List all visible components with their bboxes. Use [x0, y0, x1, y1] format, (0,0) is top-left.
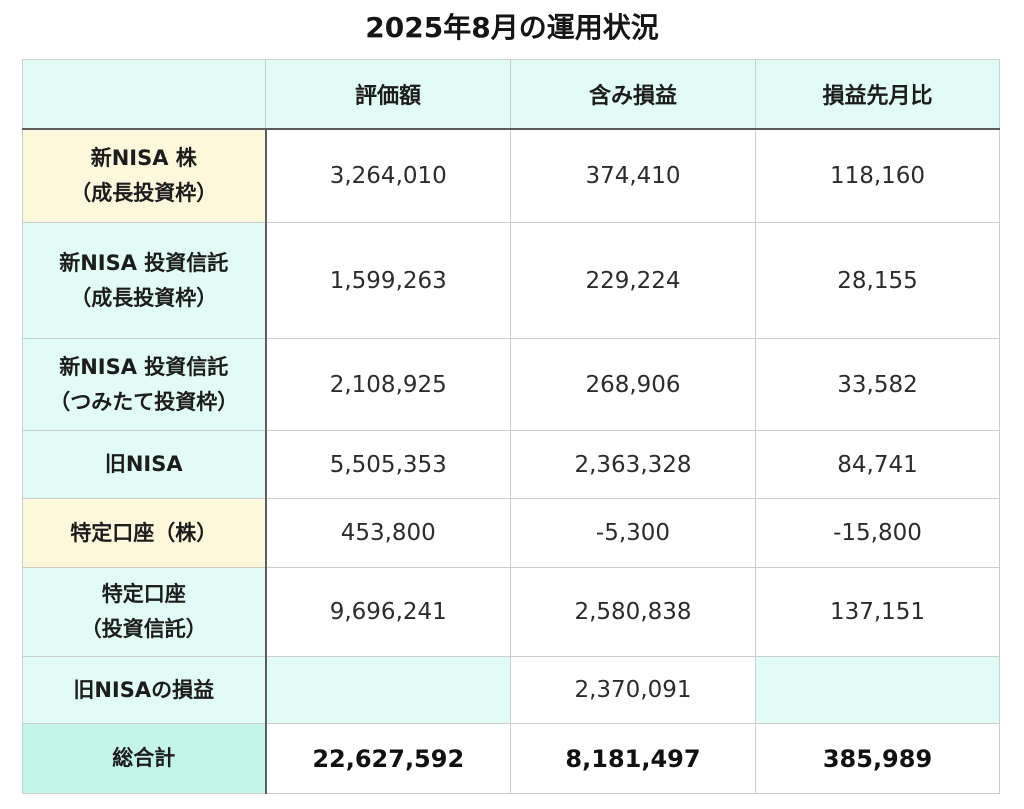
valuation-cell: 453,800 — [265, 498, 511, 568]
row-label-sub-line: （つみたて投資枠） — [49, 389, 239, 414]
new-nisa-fund-growth-row: 新NISA 投資信託 （成長投資枠） 1,599,263 229,224 28,… — [22, 222, 1000, 339]
valuation-cell: 1,599,263 — [265, 222, 511, 339]
unrealized-gain-cell: 374,410 — [510, 128, 756, 223]
row-label-line: 特定口座（株） — [70, 520, 218, 545]
row-label: 特定口座 （投資信託） — [22, 567, 267, 657]
row-label: 新NISA 投資信託 （つみたて投資枠） — [22, 338, 267, 431]
valuation-cell: 9,696,241 — [265, 567, 511, 657]
row-label: 新NISA 投資信託 （成長投資枠） — [22, 222, 267, 339]
total-valuation-cell: 22,627,592 — [265, 723, 511, 794]
row-label: 旧NISAの損益 — [22, 656, 267, 724]
monthly-change-cell: 118,160 — [755, 128, 1000, 223]
column-header-unrealized-gain: 含み損益 — [510, 59, 756, 130]
row-label: 特定口座（株） — [22, 498, 267, 568]
monthly-change-cell: 33,582 — [755, 338, 1000, 431]
monthly-change-cell: 28,155 — [755, 222, 1000, 339]
column-header-valuation: 評価額 — [265, 59, 511, 130]
unrealized-gain-cell: 229,224 — [510, 222, 756, 339]
unrealized-gain-cell: 2,580,838 — [510, 567, 756, 657]
unrealized-gain-cell: -5,300 — [510, 498, 756, 568]
row-label-line: 旧NISA — [104, 452, 183, 476]
row-label-line: 新NISA 投資信託 — [59, 354, 229, 379]
row-label: 総合計 — [22, 723, 267, 794]
row-label-line: 新NISA 投資信託 — [59, 250, 229, 275]
row-label: 旧NISA — [22, 430, 267, 499]
row-label-line: 新NISA 株 — [90, 145, 197, 170]
row-label-sub-line: （成長投資枠） — [70, 180, 218, 205]
row-label-sub-line: （投資信託） — [80, 617, 207, 641]
old-nisa-gain-row: 旧NISAの損益 2,370,091 — [22, 656, 1000, 724]
empty-cell — [755, 656, 1000, 724]
taxable-account-fund-row: 特定口座 （投資信託） 9,696,241 2,580,838 137,151 — [22, 567, 1000, 657]
empty-cell — [265, 656, 511, 724]
unrealized-gain-cell: 268,906 — [510, 338, 756, 431]
new-nisa-stock-row: 新NISA 株 （成長投資枠） 3,264,010 374,410 118,16… — [22, 128, 1000, 223]
valuation-cell: 3,264,010 — [265, 128, 511, 223]
monthly-change-cell: -15,800 — [755, 498, 1000, 568]
old-nisa-row: 旧NISA 5,505,353 2,363,328 84,741 — [22, 430, 1000, 499]
monthly-change-cell: 137,151 — [755, 567, 1000, 657]
total-unrealized-gain-cell: 8,181,497 — [510, 723, 756, 794]
grand-total-row: 総合計 22,627,592 8,181,497 385,989 — [22, 723, 1000, 794]
row-label-line: 特定口座 — [101, 582, 186, 606]
unrealized-gain-cell: 2,370,091 — [510, 656, 756, 724]
total-label: 総合計 — [112, 746, 176, 770]
page-title: 2025年8月の運用状況 — [365, 11, 659, 44]
unrealized-gain-cell: 2,363,328 — [510, 430, 756, 499]
valuation-cell: 2,108,925 — [265, 338, 511, 431]
valuation-cell: 5,505,353 — [265, 430, 511, 499]
new-nisa-fund-tsumitate-row: 新NISA 投資信託 （つみたて投資枠） 2,108,925 268,906 3… — [22, 338, 1000, 431]
portfolio-status-table: 評価額 含み損益 損益先月比 新NISA 株 （成長投資枠） 3,264,010… — [22, 59, 1000, 794]
row-label-line: 旧NISAの損益 — [73, 677, 215, 702]
taxable-account-stock-row: 特定口座（株） 453,800 -5,300 -15,800 — [22, 498, 1000, 568]
row-label-sub-line: （成長投資枠） — [70, 285, 218, 310]
header-row: 評価額 含み損益 損益先月比 — [22, 59, 1000, 130]
monthly-change-cell: 84,741 — [755, 430, 1000, 499]
row-label: 新NISA 株 （成長投資枠） — [22, 128, 267, 223]
column-header-monthly-change: 損益先月比 — [755, 59, 1000, 130]
total-monthly-change-cell: 385,989 — [755, 723, 1000, 794]
header-corner-cell — [22, 59, 266, 130]
